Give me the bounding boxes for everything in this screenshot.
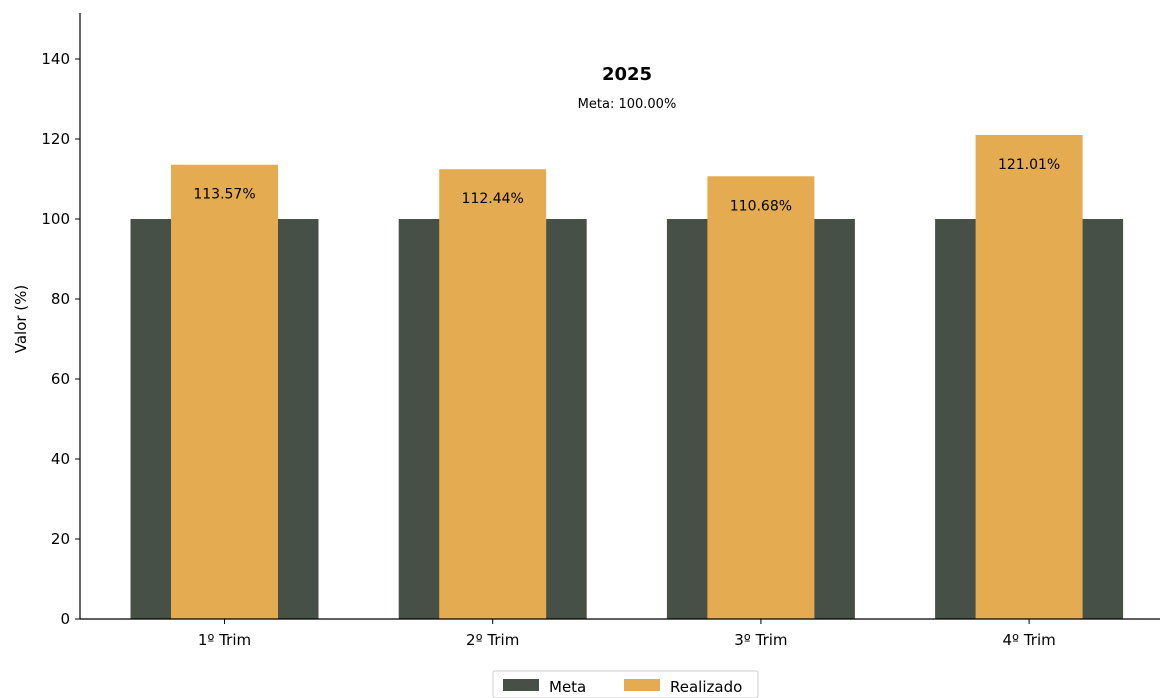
bar-value-label: 113.57% bbox=[193, 187, 255, 203]
legend-swatch-meta bbox=[503, 679, 539, 691]
x-axis-ticks: 1º Trim 2º Trim 3º Trim 4º Trim bbox=[198, 619, 1056, 649]
legend: Meta Realizado bbox=[492, 670, 759, 698]
y-tick-label: 140 bbox=[41, 50, 70, 68]
y-axis-ticks: 0 20 40 60 80 100 120 140 bbox=[41, 50, 80, 628]
bar-value-label: 112.44% bbox=[462, 191, 524, 207]
bar-realizado bbox=[975, 134, 1083, 619]
axes bbox=[79, 13, 1160, 620]
x-tick-label: 2º Trim bbox=[466, 631, 519, 649]
bar-realizado bbox=[707, 176, 815, 619]
bar-realizado bbox=[439, 169, 547, 620]
bar-value-label: 110.68% bbox=[730, 198, 792, 214]
realizado-bars bbox=[171, 134, 1083, 620]
x-tick-label: 3º Trim bbox=[734, 631, 787, 649]
legend-label-meta: Meta bbox=[549, 678, 586, 696]
chart-subtitle: Meta: 100.00% bbox=[578, 97, 677, 112]
y-tick-label: 120 bbox=[41, 130, 70, 148]
legend-swatch-realizado bbox=[624, 679, 660, 691]
y-tick-label: 80 bbox=[51, 290, 70, 308]
chart-title: 2025 bbox=[602, 64, 652, 85]
x-tick-label: 4º Trim bbox=[1002, 631, 1055, 649]
y-tick-label: 60 bbox=[51, 370, 70, 388]
bar-value-labels: 113.57% 112.44% 110.68% 121.01% bbox=[193, 157, 1060, 214]
x-tick-label: 1º Trim bbox=[198, 631, 251, 649]
y-tick-label: 20 bbox=[51, 530, 70, 548]
y-tick-label: 100 bbox=[41, 210, 70, 228]
legend-label-realizado: Realizado bbox=[670, 678, 742, 696]
meta-bars bbox=[130, 219, 1124, 619]
y-axis-title: Valor (%) bbox=[12, 285, 30, 354]
bar-value-label: 121.01% bbox=[998, 157, 1060, 173]
y-tick-label: 40 bbox=[51, 450, 70, 468]
y-tick-label: 0 bbox=[60, 610, 70, 628]
bar-realizado bbox=[171, 164, 278, 619]
